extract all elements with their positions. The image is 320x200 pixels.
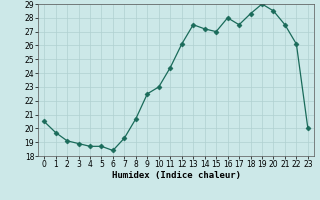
X-axis label: Humidex (Indice chaleur): Humidex (Indice chaleur) (111, 171, 241, 180)
